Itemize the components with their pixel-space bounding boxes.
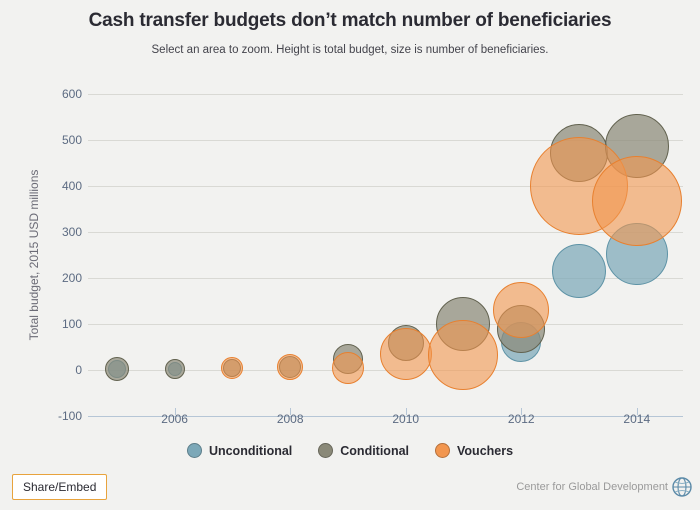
legend-item-conditional[interactable]: Conditional [318, 443, 409, 458]
legend-label: Vouchers [457, 443, 514, 458]
x-axis-tick-mark [405, 408, 407, 415]
y-axis-tick-label: 600 [61, 87, 82, 101]
bubble-chart-plot-area[interactable]: Total budget, 2015 USD millions -100 0 100… [0, 0, 700, 470]
y-axis-tick-label: 500 [61, 133, 82, 147]
bubble-vouchers-2007[interactable] [221, 356, 244, 379]
x-axis-tick-label: 2010 [392, 412, 420, 426]
bubble-unconditional-2013[interactable] [552, 244, 607, 299]
gridline [88, 324, 683, 325]
y-axis-tick-label: 200 [61, 271, 82, 285]
y-axis-tick-label: -100 [57, 409, 82, 423]
gridline [88, 232, 683, 233]
x-axis-tick-mark [290, 408, 292, 415]
x-axis-tick-mark [521, 408, 523, 415]
legend-label: Unconditional [208, 443, 293, 458]
gridline [88, 186, 683, 187]
legend-item-vouchers[interactable]: Vouchers [435, 443, 513, 458]
bubble-conditional-2006[interactable] [164, 359, 185, 380]
x-axis-tick-label: 2006 [161, 412, 188, 426]
footer-bar: Share/Embed Center for Global Developmen… [0, 468, 700, 510]
page-subtitle: Select an area to zoom. Height is total … [151, 44, 549, 56]
x-axis-tick-mark [174, 408, 176, 415]
gridline [88, 140, 683, 141]
globe-icon [672, 477, 692, 497]
legend-swatch-icon [318, 443, 334, 458]
page-title: Cash transfer budgets don’t match number… [88, 10, 612, 31]
bubble-conditional-2005[interactable] [104, 356, 129, 381]
y-axis-tick-label: 0 [75, 363, 82, 377]
legend-label: Conditional [340, 443, 410, 458]
legend-swatch-icon [186, 443, 202, 458]
bubble-vouchers-2010[interactable] [379, 327, 432, 380]
y-axis-tick-label: 400 [61, 179, 82, 193]
x-axis-tick-label: 2008 [276, 412, 304, 426]
x-axis-tick-mark [636, 408, 638, 415]
legend-swatch-icon [435, 443, 451, 458]
y-axis-label: Total budget, 2015 USD millions [27, 169, 41, 341]
chart-legend: Unconditional Conditional Vouchers [0, 443, 700, 458]
x-axis-tick-label: 2014 [623, 412, 651, 426]
share-embed-button[interactable]: Share/Embed [12, 474, 108, 500]
bubble-vouchers-2014[interactable] [591, 155, 682, 246]
bubble-vouchers-2011[interactable] [428, 320, 499, 391]
bubble-vouchers-2008[interactable] [277, 353, 304, 380]
x-axis-tick-label: 2012 [507, 412, 535, 426]
bubble-vouchers-2012[interactable] [493, 282, 550, 339]
gridline [88, 94, 683, 95]
x-axis-line [88, 416, 683, 417]
legend-item-unconditional[interactable]: Unconditional [186, 443, 293, 458]
brand-label: Center for Global Development [516, 481, 668, 493]
gridline [88, 278, 683, 279]
y-axis-tick-label: 100 [61, 317, 82, 331]
bubble-vouchers-2009[interactable] [331, 351, 364, 384]
y-axis-tick-label: 300 [61, 225, 82, 239]
